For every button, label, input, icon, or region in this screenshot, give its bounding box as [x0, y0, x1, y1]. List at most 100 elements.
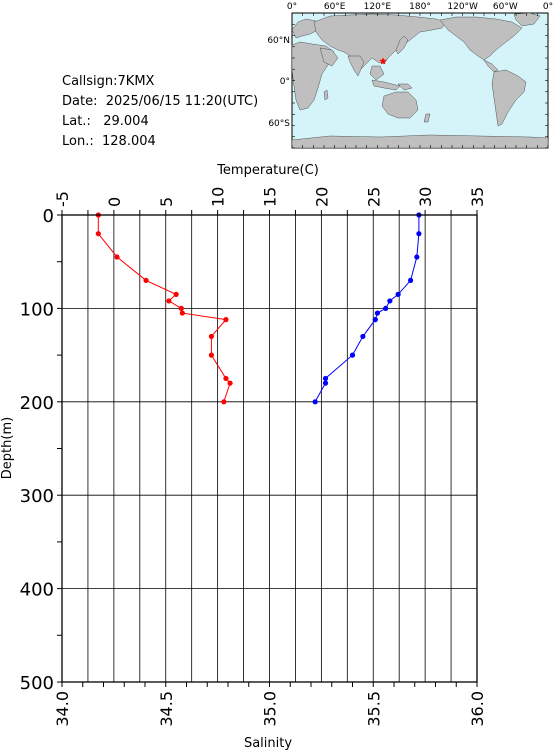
location-map: 0° 60°E 120°E 180° 120°W 60°W 0° 60°N 0° 60°S [267, 2, 553, 149]
top-tick-label: 35 [468, 187, 487, 207]
y-tick-label: 400 [20, 580, 54, 601]
map-lat-label: 60°N [267, 36, 290, 46]
top-tick-label: 10 [209, 187, 228, 207]
station-info: Callsign:7KMX Date: 2025/06/15 11:20(UTC… [62, 72, 258, 152]
date-row: Date: 2025/06/15 11:20(UTC) [62, 92, 258, 112]
salinity-point [372, 317, 378, 323]
temperature-point [221, 399, 227, 405]
temperature-point [208, 333, 214, 340]
series-layer [95, 212, 422, 405]
landmass-greenland [513, 12, 541, 27]
temperature-point [223, 317, 229, 323]
map-lon-label: 120°E [364, 2, 392, 12]
landmass-asia [313, 13, 447, 71]
bottom-axis-title: Salinity [244, 736, 292, 751]
map-lon-label: 60°E [324, 2, 346, 12]
y-axis-ticks: 0 100 200 300 400 500 [20, 206, 62, 694]
salinity-point [312, 399, 318, 405]
top-axis-ticks: -5 0 5 10 15 20 25 30 35 [53, 187, 487, 215]
top-tick-label: 15 [261, 187, 280, 207]
landmass-japan [395, 35, 409, 55]
temperature-point [114, 254, 120, 260]
y-tick-label: 300 [20, 486, 54, 507]
lon-row: Lon.: 128.004 [62, 132, 258, 152]
salinity-point [322, 380, 329, 386]
lon-label: Lon.: [62, 134, 94, 149]
landmass-southeast-asia [369, 65, 385, 81]
temperature-point [223, 375, 229, 382]
map-lat-label: 0° [280, 77, 290, 87]
map-land [291, 12, 549, 149]
landmass-india [347, 55, 365, 77]
salinity-point [414, 254, 420, 260]
salinity-point [395, 291, 401, 297]
plot-frame [61, 214, 478, 683]
landmass-new-zealand [423, 113, 431, 123]
salinity-point [322, 375, 329, 382]
landmass-australia [381, 91, 419, 119]
salinity-point [383, 305, 389, 311]
salinity-line [314, 215, 420, 403]
date-value: 2025/06/15 11:20(UTC) [105, 94, 259, 109]
landmass-north-america [439, 16, 523, 61]
lat-value: 29.004 [103, 114, 149, 129]
bottom-axis-ticks: 34.0 34.5 35.0 35.5 36.0 [53, 682, 487, 727]
landmass-new-guinea [397, 83, 413, 91]
callsign-row: Callsign:7KMX [62, 72, 258, 92]
temperature-point [95, 231, 101, 237]
chart-grid [62, 215, 477, 682]
temperature-point [227, 380, 233, 386]
temperature-point [178, 305, 184, 311]
top-tick-label: -5 [53, 191, 72, 207]
top-tick-label: 25 [364, 187, 383, 207]
landmass-arabia [319, 47, 339, 67]
bottom-tick-label: 35.5 [364, 691, 383, 727]
bottom-tick-label: 34.5 [157, 691, 176, 727]
salinity-point [349, 352, 356, 358]
landmass-south-america [491, 69, 527, 127]
temperature-point [179, 310, 185, 316]
y-tick-label: 200 [20, 393, 54, 414]
top-axis-title: Temperature(C) [216, 163, 319, 178]
salinity-point [408, 277, 414, 283]
salinity-point [387, 298, 393, 304]
salinity-point [360, 333, 366, 340]
temperature-point [143, 277, 149, 283]
landmass-central-america [483, 59, 499, 73]
callsign-label: Callsign: [62, 74, 118, 89]
lon-value: 128.004 [102, 134, 156, 149]
map-lat-label: 60°S [268, 119, 290, 129]
map-lon-label: 180° [409, 2, 431, 12]
temperature-point [173, 291, 179, 297]
landmass-indonesia [371, 79, 401, 91]
top-tick-label: 5 [157, 197, 176, 207]
lat-row: Lat.: 29.004 [62, 112, 258, 132]
map-lon-label: 0° [543, 2, 553, 12]
y-tick-label: 500 [20, 673, 54, 694]
map-lon-label: 0° [287, 2, 297, 12]
bottom-tick-label: 36.0 [468, 691, 487, 727]
callsign-value: 7KMX [117, 74, 155, 89]
y-tick-label: 100 [20, 299, 54, 320]
map-frame-ticks [291, 12, 549, 149]
bottom-tick-label: 35.0 [261, 691, 280, 727]
bottom-tick-label: 34.0 [53, 691, 72, 727]
top-tick-label: 20 [312, 187, 331, 207]
top-tick-label: 30 [416, 187, 435, 207]
y-tick-label: 0 [43, 206, 54, 227]
date-label: Date: [62, 94, 98, 109]
map-lon-label: 120°W [447, 2, 478, 12]
lat-label: Lat.: [62, 114, 91, 129]
top-tick-label: 0 [105, 197, 124, 207]
salinity-point [416, 231, 422, 237]
salinity-point [374, 310, 380, 316]
station-marker [379, 57, 387, 65]
y-axis-title: Depth(m) [0, 417, 15, 479]
temperature-point [166, 298, 172, 304]
temperature-point [208, 352, 214, 358]
map-lon-labels: 0° 60°E 120°E 180° 120°W 60°W 0° [287, 2, 553, 12]
map-lon-label: 60°W [493, 2, 518, 12]
landmass-madagascar [323, 89, 329, 101]
map-lat-labels: 60°N 0° 60°S [267, 36, 290, 129]
